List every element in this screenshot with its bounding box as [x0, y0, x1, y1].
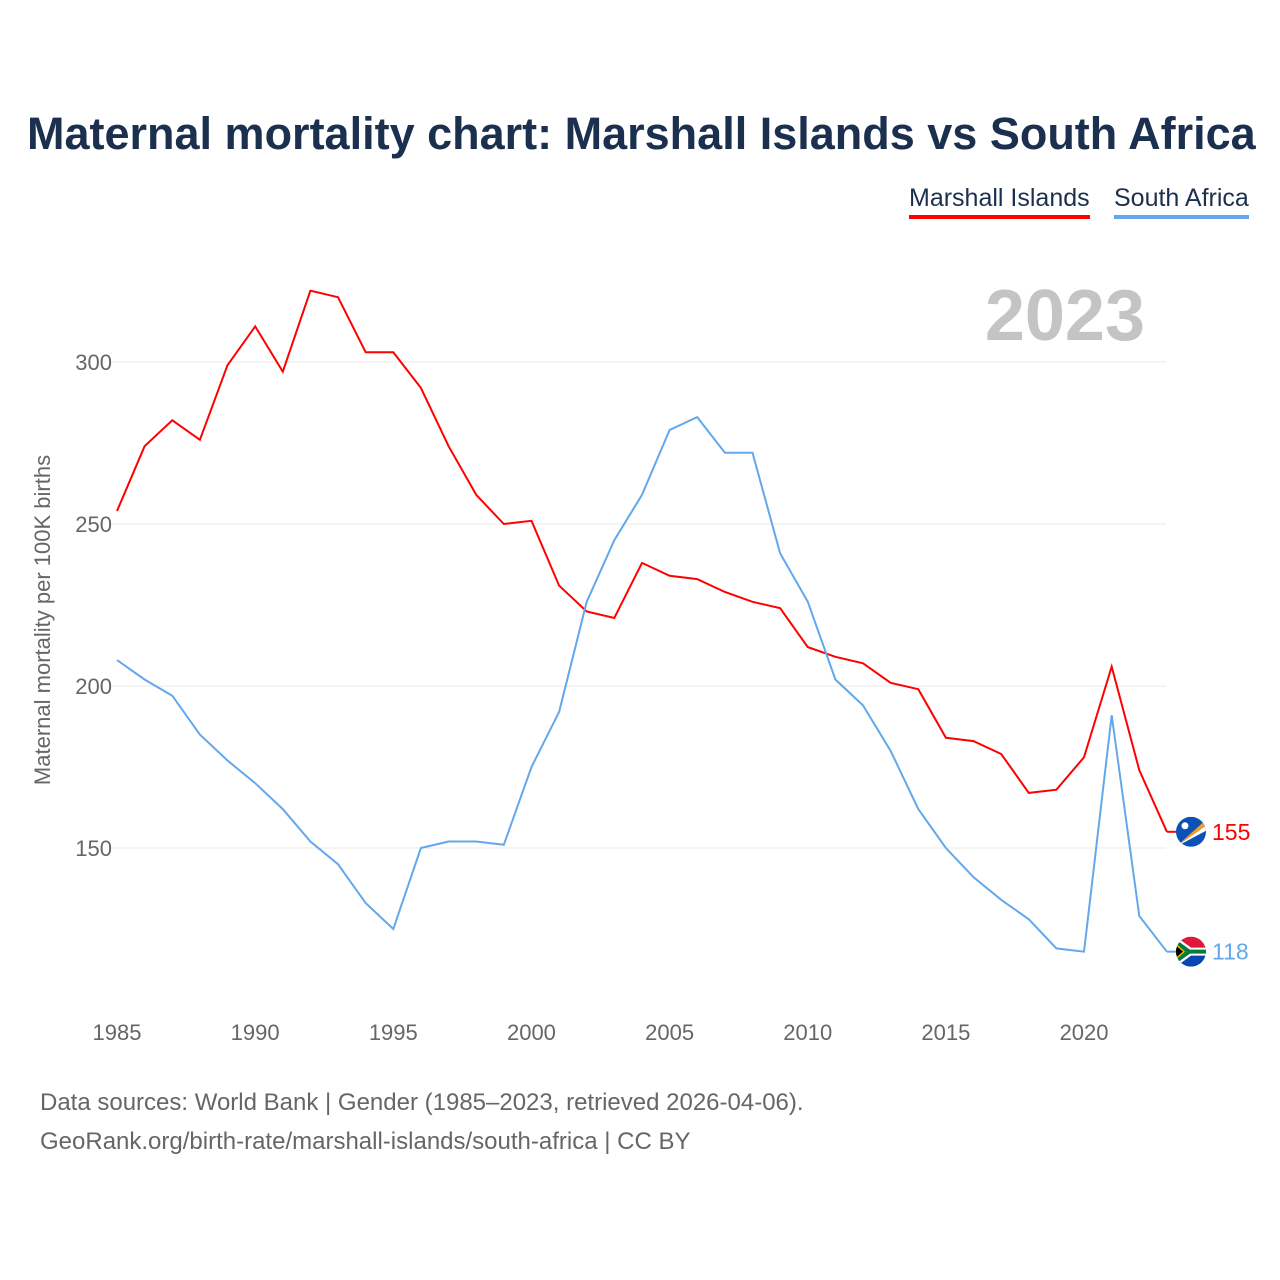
series-line-marshall-islands	[116, 289, 1168, 833]
legend-marshall-islands[interactable]: Marshall Islands	[909, 184, 1090, 219]
y-tick-label: 250	[75, 512, 112, 537]
footer-sources: Data sources: World Bank | Gender (1985–…	[40, 1089, 804, 1116]
footer-link[interactable]: GeoRank.org/birth-rate/marshall-islands/…	[40, 1128, 691, 1155]
x-tick-label: 2000	[507, 1020, 556, 1045]
chart-title: Maternal mortality chart: Marshall Islan…	[27, 108, 1256, 159]
legend-south-africa[interactable]: South Africa	[1114, 184, 1249, 219]
end-value-label: 155	[1212, 819, 1250, 845]
x-tick-label: 2005	[645, 1020, 694, 1045]
y-tick-label: 200	[75, 674, 112, 699]
south-africa-flag-icon	[1176, 936, 1206, 967]
x-tick-label: 1995	[369, 1020, 418, 1045]
y-tick-label: 300	[75, 350, 112, 375]
marshall-islands-flag-icon	[1176, 816, 1206, 847]
x-tick-label: 2015	[921, 1020, 970, 1045]
x-tick-label: 2010	[783, 1020, 832, 1045]
y-tick-label: 150	[75, 836, 112, 861]
y-axis-label: Maternal mortality per 100K births	[30, 455, 55, 785]
end-value-label: 118	[1212, 939, 1249, 965]
x-tick-label: 1985	[93, 1020, 142, 1045]
year-watermark: 2023	[985, 276, 1145, 356]
series-line-south-africa	[116, 415, 1168, 953]
x-tick-label: 2020	[1060, 1020, 1109, 1045]
x-tick-label: 1990	[231, 1020, 280, 1045]
